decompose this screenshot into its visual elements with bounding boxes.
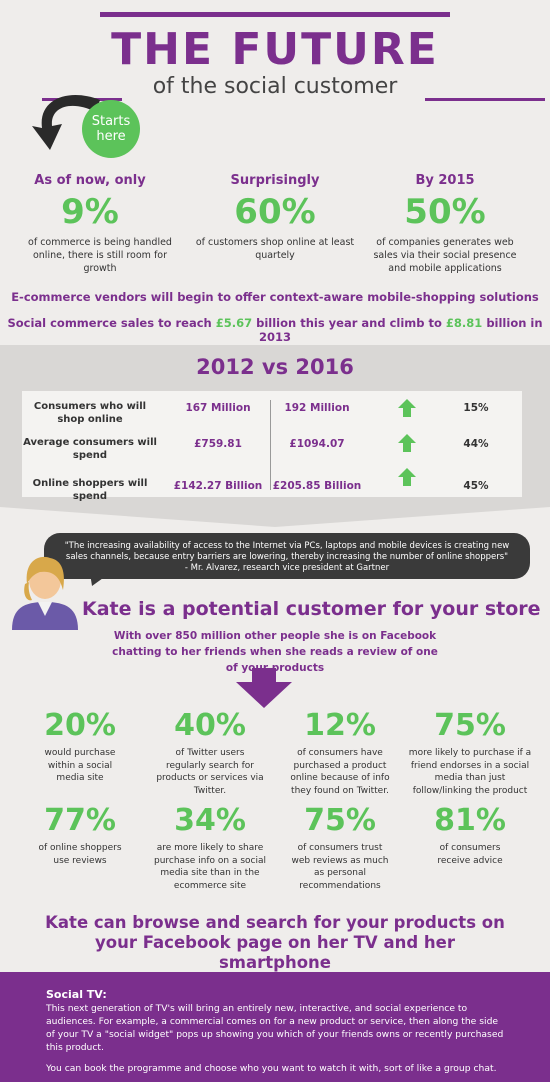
grid-stat-value-2: 40% [174,708,246,743]
starts-here-badge: Starts here [82,100,140,158]
kate-heading: Kate is a potential customer for your st… [82,598,541,620]
comparison-pct-2: 44% [463,438,489,450]
ecommerce-line: E-commerce vendors will begin to offer c… [11,290,539,304]
social-commerce-amount1: £5.67 [215,316,253,330]
footer-paragraph-2: You can book the programme and choose wh… [46,1063,497,1074]
comparison-2016-3: £205.85 Billion [272,480,362,492]
grid-stat-desc-5: of online shoppers use reviews [38,843,122,866]
footer-title: Social TV: [46,988,107,1001]
stat-heading-2: Surprisingly [230,173,320,188]
up-arrow-icon [398,468,416,486]
grid-stat-desc-4: more likely to purchase if a friend endo… [408,748,532,796]
stat-value-3: 50% [404,192,486,232]
comparison-pct-3: 45% [463,480,489,492]
social-commerce-amount2: £8.81 [445,316,483,330]
stat-heading-1: As of now, only [34,173,146,188]
stat-value-1: 9% [61,192,119,232]
grid-stat-desc-2: of Twitter users regularly search for pr… [156,748,264,796]
grid-stat-desc-7: of consumers trust web reviews as much a… [291,843,389,891]
comparison-2012-1: 167 Million [185,402,251,414]
up-arrow-icon [398,434,416,452]
down-arrow-icon [236,668,292,708]
avatar [12,556,78,630]
up-arrow-icon [398,399,416,417]
grid-stat-desc-8: of consumers receive advice [437,843,503,866]
comparison-2012-2: £759.81 [194,438,242,450]
stat-desc-2: of customers shop online at least quarte… [195,237,355,261]
grid-stat-desc-6: are more likely to share purchase info o… [153,843,267,891]
kate-browse-line: Kate can browse and search for your prod… [45,913,505,972]
comparison-pct-1: 15% [463,402,489,414]
comparison-divider [270,400,271,490]
grid-stat-value-1: 20% [44,708,116,743]
quote-text: "The increasing availability of access t… [64,541,510,562]
grid-stat-value-8: 81% [434,803,506,838]
comparison-panel [22,391,522,497]
page-title: THE FUTURE [111,24,439,75]
grid-stat-value-3: 12% [304,708,376,743]
grid-stat-desc-1: would purchase within a social media sit… [44,748,116,783]
comparison-2012-3: £142.27 Billion [173,480,263,492]
comparison-2016-1: 192 Million [284,402,350,414]
stat-desc-1: of commerce is being handled online, the… [28,237,172,274]
quote-attribution: - Mr. Alvarez, research vice president a… [184,563,390,573]
grid-stat-value-5: 77% [44,803,116,838]
social-commerce-part2: billion this year and climb to [252,316,446,330]
grid-stat-value-6: 34% [174,803,246,838]
stat-heading-3: By 2015 [415,173,475,188]
comparison-title: 2012 vs 2016 [196,355,354,379]
social-commerce-line: Social commerce sales to reach £5.67 bil… [0,316,550,344]
top-rule [100,12,450,17]
curved-arrow-icon [32,95,100,150]
comparison-row-label-1: Consumers who will shop online [33,401,147,425]
quote-bubble: "The increasing availability of access t… [44,533,530,579]
grid-stat-value-4: 75% [434,708,506,743]
social-commerce-part1: Social commerce sales to reach [7,316,216,330]
page-subtitle: of the social customer [152,74,398,99]
band-arrow-shape [0,507,550,527]
grid-stat-desc-3: of consumers have purchased a product on… [290,748,390,796]
footer-paragraph-1: This next generation of TV's will bring … [46,1003,504,1053]
social-tv-footer: Social TV: This next generation of TV's … [0,972,550,1082]
comparison-2016-2: £1094.07 [289,438,345,450]
comparison-row-label-2: Average consumers will spend [23,437,157,461]
stat-value-2: 60% [234,192,316,232]
comparison-row-label-3: Online shoppers will spend [32,478,148,502]
social-commerce-part3: billion in 2013 [258,316,543,344]
stat-desc-3: of companies generates web sales via the… [373,237,517,274]
title-underline-right [425,98,545,101]
grid-stat-value-7: 75% [304,803,376,838]
